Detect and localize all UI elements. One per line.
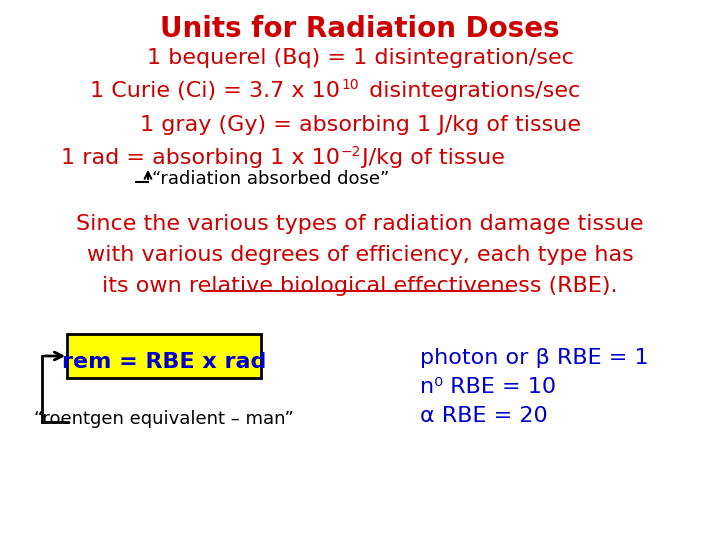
- Text: 10: 10: [341, 78, 359, 92]
- Text: α RBE = 20: α RBE = 20: [420, 406, 548, 426]
- Text: with various degrees of efficiency, each type has: with various degrees of efficiency, each…: [86, 245, 634, 265]
- Text: photon or β RBE = 1: photon or β RBE = 1: [420, 348, 649, 368]
- Text: Since the various types of radiation damage tissue: Since the various types of radiation dam…: [76, 214, 644, 234]
- Text: 1 Curie (Ci) = 3.7 x 10: 1 Curie (Ci) = 3.7 x 10: [90, 81, 340, 101]
- Text: rem = RBE x rad: rem = RBE x rad: [62, 352, 266, 372]
- Text: disintegrations/sec: disintegrations/sec: [362, 81, 580, 101]
- Text: n⁰ RBE = 10: n⁰ RBE = 10: [420, 377, 556, 397]
- Text: 1 rad = absorbing 1 x 10: 1 rad = absorbing 1 x 10: [61, 148, 340, 168]
- Text: “radiation absorbed dose”: “radiation absorbed dose”: [152, 170, 390, 188]
- Text: −2: −2: [341, 145, 361, 159]
- Text: Units for Radiation Doses: Units for Radiation Doses: [160, 15, 560, 43]
- Text: its own relative biological effectiveness (RBE).: its own relative biological effectivenes…: [102, 276, 618, 296]
- FancyBboxPatch shape: [67, 334, 261, 378]
- Text: “roentgen equivalent – man”: “roentgen equivalent – man”: [34, 410, 294, 428]
- Text: J/kg of tissue: J/kg of tissue: [355, 148, 505, 168]
- Text: 1 bequerel (Bq) = 1 disintegration/sec: 1 bequerel (Bq) = 1 disintegration/sec: [147, 48, 573, 68]
- Text: 1 gray (Gy) = absorbing 1 J/kg of tissue: 1 gray (Gy) = absorbing 1 J/kg of tissue: [140, 115, 580, 135]
